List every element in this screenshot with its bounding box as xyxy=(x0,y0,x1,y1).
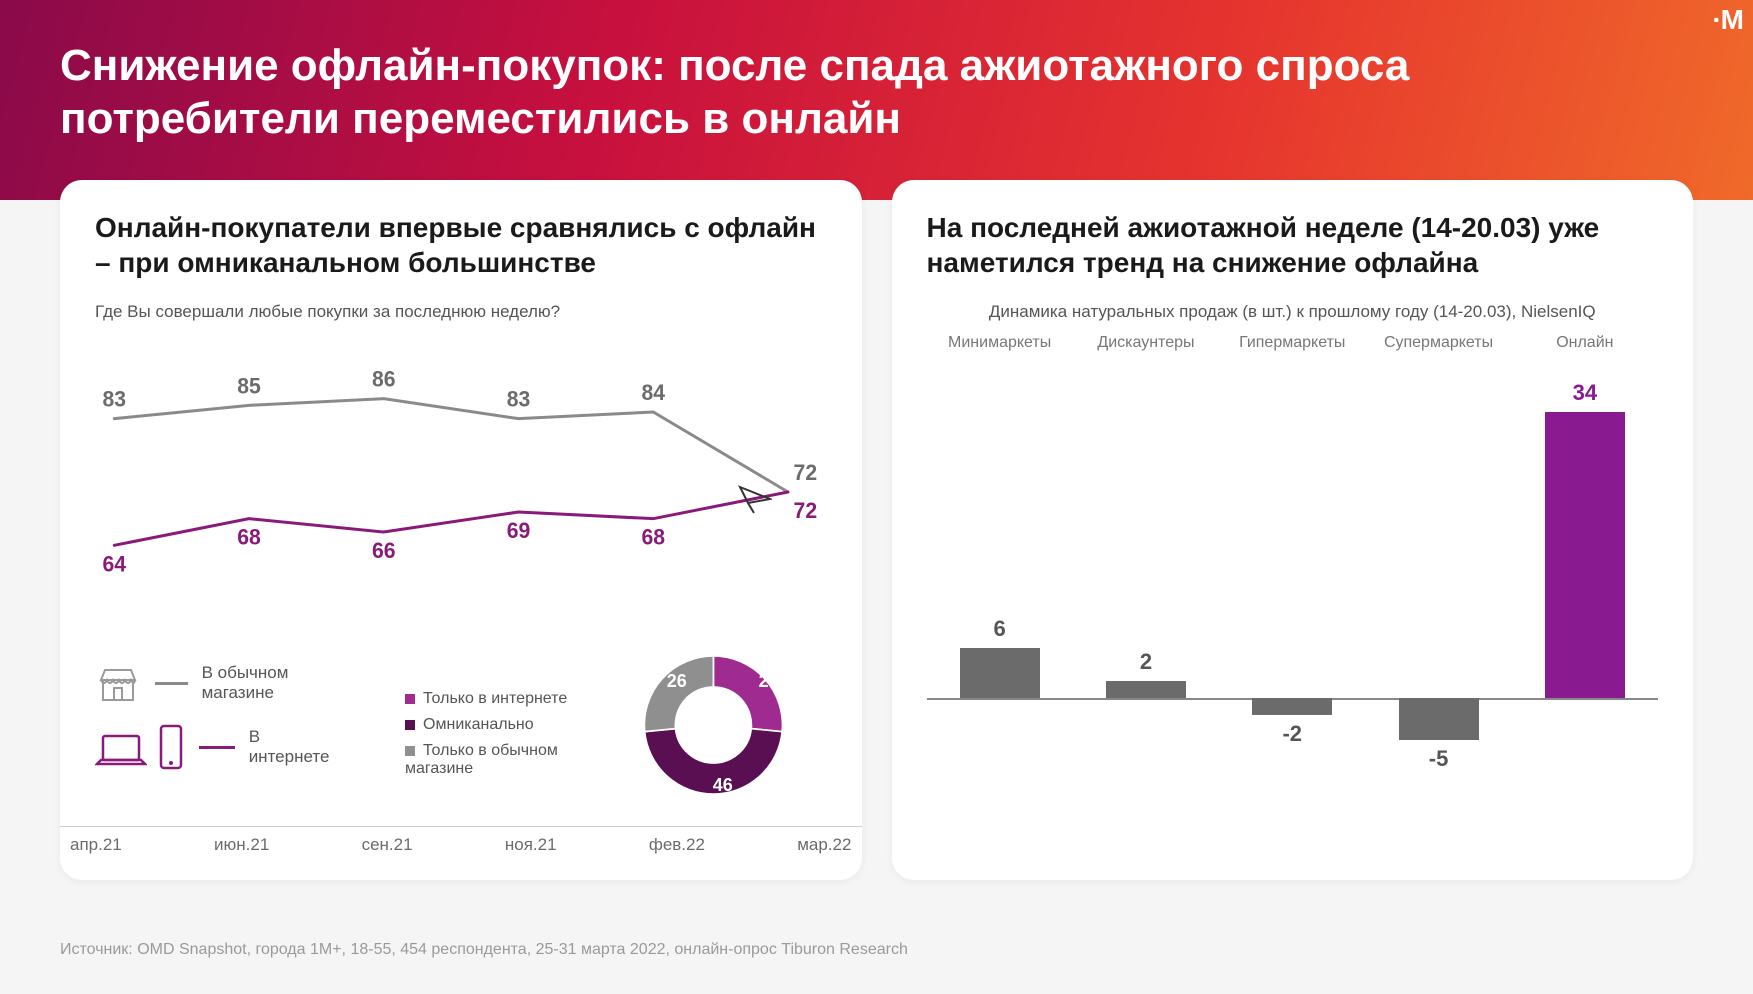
footer-source: Источник: OMD Snapshot, города 1M+, 18-5… xyxy=(60,941,908,959)
x-tick: фев.22 xyxy=(649,835,705,855)
bar-value-label: -5 xyxy=(1429,746,1449,772)
svg-text:83: 83 xyxy=(507,386,531,411)
x-tick: июн.21 xyxy=(214,835,269,855)
legend-online-swatch xyxy=(199,746,235,749)
bar xyxy=(1399,698,1479,740)
donut-legend-item: Омниканально xyxy=(405,716,600,734)
card-left: Онлайн-покупатели впервые сравнялись с о… xyxy=(60,180,862,880)
bar-category-label: Дискаунтеры xyxy=(1073,334,1219,352)
cards-row: Онлайн-покупатели впервые сравнялись с о… xyxy=(60,180,1693,880)
svg-text:84: 84 xyxy=(641,380,665,405)
svg-text:66: 66 xyxy=(372,538,396,563)
legend-left: В обычном магазине В интернете xyxy=(95,660,335,770)
bar-value-label: 2 xyxy=(1140,649,1152,675)
cursor-icon xyxy=(738,485,772,515)
bar-value-label: 6 xyxy=(994,616,1006,642)
right-card-title: На последней ажиотажной неделе (14-20.03… xyxy=(927,210,1659,280)
svg-text:68: 68 xyxy=(237,524,261,549)
bar-category-label: Онлайн xyxy=(1512,334,1658,352)
bar xyxy=(1252,698,1332,715)
line-chart: 83 85 86 83 84 72 64 68 66 69 68 72 xyxy=(95,332,827,592)
bar-category-label: Минимаркеты xyxy=(927,334,1073,352)
bar xyxy=(1545,412,1625,698)
legend-block: В обычном магазине В интернете Только в … xyxy=(95,660,827,810)
store-icon xyxy=(95,660,141,706)
x-axis: апр.21 июн.21 сен.21 ноя.21 фев.22 мар.22 xyxy=(60,826,862,855)
bar-value-label: 34 xyxy=(1573,380,1597,406)
donut-legend-item: Только в интернете xyxy=(405,690,600,708)
svg-text:86: 86 xyxy=(372,366,396,391)
legend-online-label: В интернете xyxy=(249,727,335,767)
x-tick: апр.21 xyxy=(70,835,122,855)
bar-column: Супермаркеты-5 xyxy=(1365,362,1511,782)
bar-category-label: Гипермаркеты xyxy=(1219,334,1365,352)
legend-offline-row: В обычном магазине xyxy=(95,660,335,706)
svg-text:72: 72 xyxy=(794,498,818,523)
bar xyxy=(1106,681,1186,698)
donut-legend-item: Только в обычном магазине xyxy=(405,742,600,778)
left-card-title: Онлайн-покупатели впервые сравнялись с о… xyxy=(95,210,827,280)
legend-offline-label: В обычном магазине xyxy=(202,663,335,703)
svg-text:69: 69 xyxy=(507,518,531,543)
bar xyxy=(960,648,1040,698)
bar-column: Минимаркеты6 xyxy=(927,362,1073,782)
bar-column: Гипермаркеты-2 xyxy=(1219,362,1365,782)
x-tick: ноя.21 xyxy=(505,835,557,855)
bar-chart: Минимаркеты6Дискаунтеры2Гипермаркеты-2Су… xyxy=(927,332,1659,832)
header-band: ·M Снижение офлайн-покупок: после спада … xyxy=(0,0,1753,200)
laptop-icon xyxy=(95,732,147,770)
slide-title: Снижение офлайн-покупок: после спада ажи… xyxy=(60,40,1560,146)
svg-text:72: 72 xyxy=(794,460,818,485)
donut-value-label: 26 xyxy=(667,671,687,692)
bar-column: Дискаунтеры2 xyxy=(1073,362,1219,782)
donut-legend: Только в интернете Омниканально Только в о… xyxy=(405,690,600,778)
svg-text:68: 68 xyxy=(641,524,665,549)
left-card-question: Где Вы совершали любые покупки за послед… xyxy=(95,302,827,322)
x-tick: мар.22 xyxy=(797,835,851,855)
donut-value-label: 46 xyxy=(713,775,733,796)
bar-value-label: -2 xyxy=(1282,721,1302,747)
phone-icon xyxy=(157,724,185,770)
card-right: На последней ажиотажной неделе (14-20.03… xyxy=(892,180,1694,880)
donut-chart: 26 46 26 xyxy=(640,640,787,810)
legend-offline-swatch xyxy=(155,682,188,685)
svg-text:83: 83 xyxy=(102,386,126,411)
svg-text:85: 85 xyxy=(237,373,261,398)
svg-text:64: 64 xyxy=(102,551,126,576)
right-card-subtitle: Динамика натуральных продаж (в шт.) к пр… xyxy=(927,302,1659,322)
logo: ·M xyxy=(1702,0,1753,40)
donut-value-label: 26 xyxy=(759,671,779,692)
bar-category-label: Супермаркеты xyxy=(1365,334,1511,352)
bar-column: Онлайн34 xyxy=(1512,362,1658,782)
legend-online-row: В интернете xyxy=(95,724,335,770)
x-tick: сен.21 xyxy=(362,835,413,855)
